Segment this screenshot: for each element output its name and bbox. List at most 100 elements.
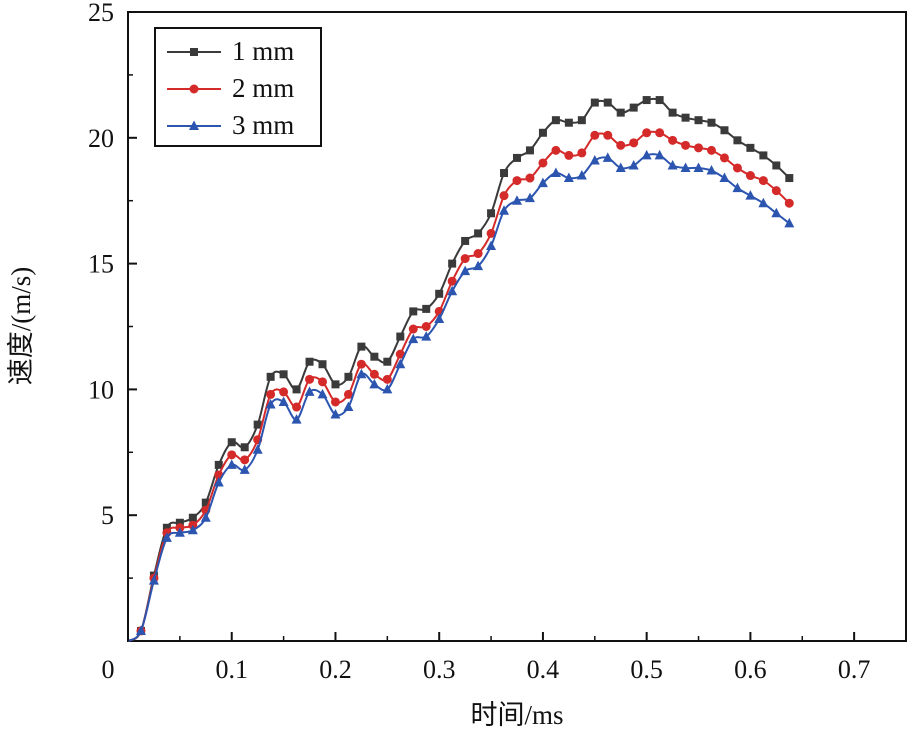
series-line [127, 153, 790, 642]
data-point [175, 518, 184, 527]
data-point [616, 140, 626, 150]
data-point [500, 169, 509, 178]
data-point [512, 176, 522, 186]
y-tick-label: 20 [88, 124, 114, 153]
data-point [447, 276, 457, 286]
data-point [758, 197, 769, 208]
data-point [369, 378, 380, 389]
data-point [239, 464, 250, 474]
data-point [265, 398, 276, 409]
data-point [603, 98, 612, 107]
series-line [127, 130, 790, 642]
data-point [487, 209, 496, 218]
data-point [240, 455, 250, 465]
data-point [395, 358, 406, 369]
y-tick-label: 15 [88, 250, 114, 279]
data-point [564, 118, 573, 127]
data-point [772, 161, 781, 170]
data-point [538, 158, 548, 168]
data-point [693, 162, 704, 172]
data-point [409, 307, 418, 316]
data-point [746, 143, 755, 152]
x-tick-label: 0.3 [423, 655, 456, 684]
data-point [590, 98, 599, 107]
data-point [655, 128, 665, 138]
data-point [654, 149, 665, 160]
series-1mm [127, 96, 794, 642]
data-point [279, 387, 289, 397]
x-tick-label: 0.6 [734, 655, 767, 684]
data-point [563, 172, 574, 183]
data-point [602, 152, 613, 162]
data-point [733, 136, 742, 145]
data-point [473, 249, 483, 259]
x-tick-label: 0.4 [527, 655, 560, 684]
data-point [771, 207, 782, 218]
data-point [551, 116, 560, 125]
data-point [330, 397, 340, 407]
data-point [629, 138, 639, 148]
x-tick-label: 0 [102, 655, 115, 684]
data-point [382, 383, 393, 394]
legend-label-1mm: 1 mm [232, 36, 294, 66]
data-point [719, 153, 729, 163]
legend-marker [190, 48, 198, 56]
data-point [318, 377, 327, 387]
data-point [434, 313, 445, 323]
data-point [252, 444, 263, 454]
data-point [694, 143, 704, 153]
data-point [771, 186, 781, 196]
data-point [331, 380, 340, 389]
legend-marker [189, 84, 199, 94]
x-tick-label: 0.2 [319, 655, 352, 684]
data-point [707, 118, 716, 127]
data-point [226, 459, 237, 469]
legend: 1 mm 2 mm 3 mm [154, 27, 322, 147]
data-point [460, 265, 471, 276]
data-point [383, 357, 392, 366]
data-point [524, 192, 535, 203]
data-point [758, 176, 768, 186]
data-point [473, 260, 484, 271]
data-point [615, 162, 626, 172]
data-point [668, 135, 678, 145]
series-2mm [127, 128, 794, 642]
data-point [266, 389, 276, 399]
data-point [641, 149, 652, 160]
data-point [667, 159, 678, 170]
data-point [590, 130, 600, 140]
data-point [201, 498, 210, 507]
data-point [330, 409, 341, 419]
data-point [382, 374, 392, 384]
data-point [681, 140, 691, 150]
data-point [589, 154, 600, 165]
y-tick-label: 10 [88, 375, 114, 404]
data-point [343, 389, 353, 399]
data-point [395, 349, 405, 359]
data-point [421, 322, 431, 331]
data-point [745, 171, 755, 181]
legend-label-2mm: 2 mm [232, 73, 294, 103]
y-axis-title: 速度/(m/s) [6, 267, 36, 386]
data-point [629, 103, 638, 112]
data-point [305, 374, 315, 384]
data-point [200, 512, 211, 522]
data-point [706, 165, 717, 175]
data-point [421, 331, 432, 341]
data-point [240, 443, 249, 452]
data-point [759, 151, 768, 160]
data-point [357, 342, 366, 351]
data-point [577, 116, 586, 125]
data-point [266, 372, 275, 381]
data-point [577, 148, 587, 158]
data-point [435, 289, 444, 298]
data-point [720, 126, 729, 135]
data-point [576, 170, 587, 180]
data-point [513, 153, 521, 162]
data-point [512, 195, 522, 205]
data-point [448, 259, 457, 268]
data-point [227, 450, 237, 460]
data-point [550, 167, 561, 178]
legend-items [167, 48, 221, 130]
